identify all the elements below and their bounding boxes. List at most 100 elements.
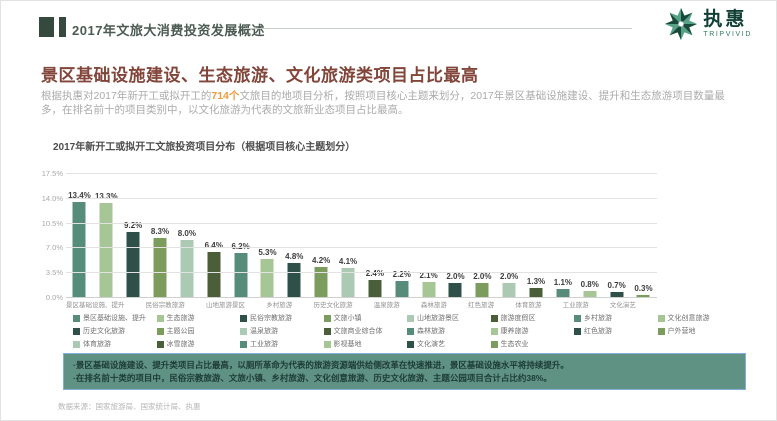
legend-label: 民俗宗教旅游 <box>250 315 292 322</box>
x-axis-label: 景区基础设施、提升 <box>66 302 125 309</box>
legend-swatch <box>73 327 80 335</box>
legend-label: 文旅小镇 <box>333 315 362 322</box>
bar-slot-11: 4.1% <box>335 173 362 297</box>
legend-column: 旅游度假区 康养旅游 生态农业 <box>490 313 575 349</box>
legend-label: 温泉旅游 <box>250 328 278 335</box>
bar-10 <box>314 267 328 297</box>
legend-item: 温泉旅游 <box>240 326 324 336</box>
legend-item: 生态旅游 <box>156 313 241 323</box>
legend-item: 乡村旅游 <box>574 313 658 323</box>
legend-item: 景区基础设施、提升 <box>73 313 157 323</box>
bar-18 <box>529 287 543 297</box>
gridline <box>66 297 657 298</box>
legend-label: 工业旅游 <box>250 341 278 348</box>
bar-7 <box>234 253 248 297</box>
legend-item: 户外营地 <box>657 326 742 336</box>
legend-item: 体育旅游 <box>73 339 157 349</box>
bar-value-label: 2.4% <box>365 269 384 278</box>
gridline <box>66 272 657 274</box>
legend-column: 民俗宗教旅游 温泉旅游工业旅游 <box>240 313 324 349</box>
bar-value-label: 13.4% <box>68 191 91 201</box>
legend-column: 文旅小镇 文旅商业综合体 影视基地 <box>323 313 408 349</box>
legend-swatch <box>574 314 581 322</box>
legend-label: 山地旅游景区 <box>417 315 459 322</box>
legend-swatch <box>323 340 331 348</box>
y-axis-tick: 10.5% <box>41 218 63 228</box>
bar-slot-22: 0.3% <box>630 173 657 297</box>
legend-label: 历史文化旅游 <box>83 328 125 335</box>
bar-8 <box>260 259 274 297</box>
legend-item: 文化创意旅游 <box>657 313 742 323</box>
x-axis-label <box>636 299 657 308</box>
bar-value-label: 13.3% <box>94 191 118 201</box>
bar-value-label: 0.3% <box>634 283 653 293</box>
legend-swatch <box>323 314 331 322</box>
legend-column: 山地旅游景区森林旅游文化演艺 <box>407 313 491 349</box>
bar-value-label: 2.0% <box>500 271 519 281</box>
legend-item: 旅游度假区 <box>490 313 575 323</box>
bar-slot-2: 13.3% <box>93 173 120 297</box>
legend-label: 户外营地 <box>667 328 696 335</box>
bar-value-label: 1.1% <box>553 278 573 288</box>
bar-13 <box>395 281 409 297</box>
legend-swatch <box>240 327 247 335</box>
bar-17 <box>502 282 516 297</box>
x-axis: 景区基础设施、提升 民俗宗教旅游 山地旅游景区 乡村旅游 历史文化旅游 温泉旅游 森林旅游 红… <box>66 299 657 309</box>
legend-label: 乡村旅游 <box>584 315 612 322</box>
x-axis-label: 工业旅游 <box>562 302 589 309</box>
intro-paragraph: 根据执惠对2017年新开工或拟开工的714个文旅目的地项目分析，按照项目核心主题… <box>41 89 743 117</box>
legend-item: 工业旅游 <box>240 339 324 349</box>
x-axis-label <box>541 299 562 308</box>
legend-swatch <box>657 314 665 322</box>
bar-slot-12: 2.4% <box>361 173 388 297</box>
header-divider-line <box>244 28 632 29</box>
bar-slot-7: 6.2% <box>227 173 254 297</box>
x-axis-label <box>447 299 468 308</box>
x-axis-label: 民俗宗教旅游 <box>145 302 185 309</box>
y-axis-tick: 17.5% <box>41 169 63 178</box>
bar-22 <box>636 294 650 297</box>
source-note: 数据来源：国家旅游局、国家统计局、执惠 <box>58 402 201 411</box>
legend-label: 体育旅游 <box>83 341 111 348</box>
bar-value-label: 4.1% <box>338 256 358 266</box>
section-title: 2017年文旅大消费投资发展概述 <box>72 23 265 38</box>
x-axis-label <box>400 299 421 308</box>
bar-value-label: 8.0% <box>177 229 196 239</box>
y-axis-tick: 7.0% <box>45 243 63 253</box>
legend-swatch <box>490 327 498 335</box>
callout-bullet-2: ·在排名前十类的项目中，民俗宗教旅游、文旅小镇、乡村旅游、文化创意旅游、历史文化… <box>73 373 552 383</box>
legend-label: 文化创意旅游 <box>667 315 710 322</box>
bar-value-label: 2.1% <box>419 271 438 281</box>
legend-label: 红色旅游 <box>584 328 612 335</box>
legend-swatch <box>73 314 80 322</box>
bar-19 <box>556 289 570 297</box>
x-axis-label: 乡村旅游 <box>266 302 293 309</box>
legend-label: 文化演艺 <box>417 341 445 348</box>
bar-slot-17: 2.0% <box>496 173 523 297</box>
bar-3 <box>126 231 140 297</box>
legend-item: 森林旅游 <box>407 326 491 336</box>
bar-value-label: 1.3% <box>526 276 546 286</box>
bar-slot-18: 1.3% <box>523 173 550 297</box>
bar-slot-3: 9.2% <box>120 173 147 297</box>
legend-item: 冰雪旅游 <box>156 339 241 349</box>
bar-14 <box>422 282 436 297</box>
legend-swatch <box>407 327 414 335</box>
x-axis-label <box>185 299 206 308</box>
plot-area: 13.4%13.3% 9.2% 8.3% 8.0% 6.4% 6.2% 5.3% 4.8% 4.… <box>66 173 657 298</box>
gridline <box>66 222 657 224</box>
gridline <box>66 247 657 249</box>
y-axis-tick: 0.0% <box>45 293 63 302</box>
x-axis-label <box>245 299 266 308</box>
bar-slot-13: 2.2% <box>388 173 415 297</box>
legend-item: 文化演艺 <box>407 339 491 349</box>
bar-value-label: 4.8% <box>285 252 304 261</box>
bar-slot-1: 13.4% <box>66 173 93 297</box>
bar-21 <box>610 292 624 297</box>
logo: 执惠 TRIPVIVID <box>664 7 752 41</box>
legend-item: 主题公园 <box>156 326 241 336</box>
header-accent-square-small <box>59 17 66 37</box>
legend-item: 民俗宗教旅游 <box>240 313 324 323</box>
bar-slot-19: 1.1% <box>549 173 576 297</box>
